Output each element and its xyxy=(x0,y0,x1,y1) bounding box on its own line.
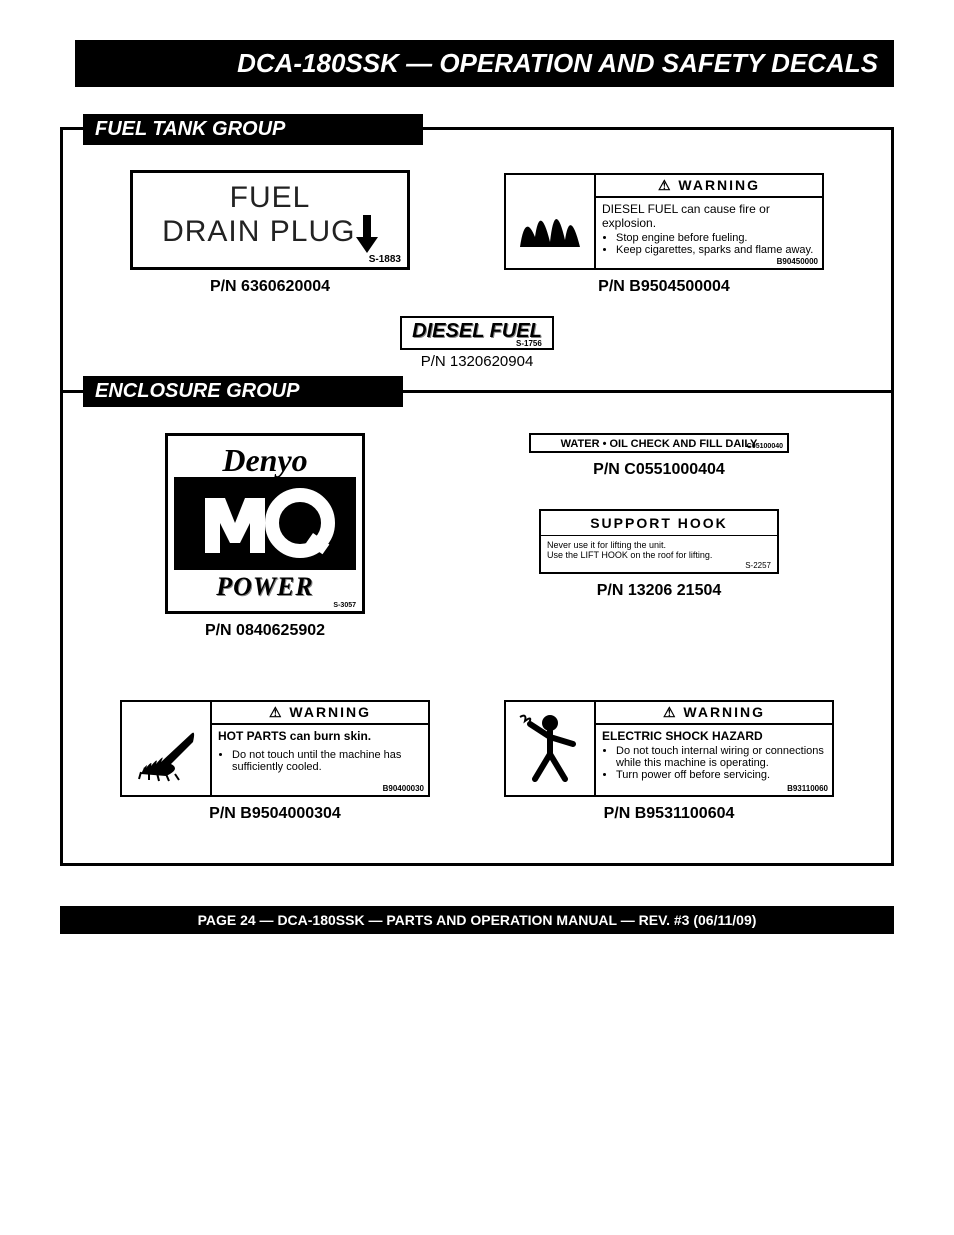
diesel-warn-b2: Keep cigarettes, sparks and flame away. xyxy=(616,244,816,256)
shock-warn-lead: ELECTRIC SHOCK HAZARD xyxy=(602,729,826,743)
support-hook-sn: S-2257 xyxy=(745,561,771,570)
decal-fuel-drain: FUEL DRAIN PLUG S-1883 P/N 6360620004 xyxy=(130,170,410,296)
hot-warn-code: B90400030 xyxy=(383,784,424,793)
hot-warn-header: WARNING xyxy=(289,704,371,720)
shock-warn-code: B93110060 xyxy=(787,784,828,793)
shock-warn-b1: Do not touch internal wiring or connecti… xyxy=(616,745,826,769)
mq-logo-icon xyxy=(174,477,356,570)
denyo-power: Power xyxy=(174,572,356,602)
decal-shock-warning: ⚠ WARNING ELECTRIC SHOCK HAZARD Do not t… xyxy=(504,700,834,823)
water-oil-text: WATER • OIL CHECK AND FILL DAILY xyxy=(561,438,758,450)
hot-warn-b1: Do not touch until the machine has suffi… xyxy=(232,749,422,773)
support-hook-pn: P/N 13206 21504 xyxy=(539,582,779,600)
support-hook-b1: Never use it for lifting the unit. xyxy=(547,540,771,550)
denyo-brand: Denyo xyxy=(174,442,356,479)
water-oil-sn: C05100040 xyxy=(747,443,783,450)
fuel-drain-line1: FUEL xyxy=(139,181,401,215)
group-label-enclosure: ENCLOSURE GROUP xyxy=(83,376,403,407)
flame-icon xyxy=(506,175,596,268)
alert-icon: ⚠ xyxy=(663,704,678,720)
hot-warn-pn: P/N B9504000304 xyxy=(120,805,430,823)
decal-diesel-fuel: DIESEL FUEL S-1756 P/N 1320620904 xyxy=(83,316,871,370)
water-oil-pn: P/N C0551000404 xyxy=(529,461,789,479)
decal-diesel-warning: ⚠ WARNING DIESEL FUEL can cause fire or … xyxy=(504,173,824,296)
group-label-fuel: FUEL TANK GROUP xyxy=(83,114,423,145)
denyo-pn: P/N 0840625902 xyxy=(165,622,365,640)
diesel-warn-code: B90450000 xyxy=(777,257,818,266)
decal-support-hook: SUPPORT HOOK Never use it for lifting th… xyxy=(539,509,779,600)
support-hook-b2: Use the LIFT HOOK on the roof for liftin… xyxy=(547,550,771,560)
fuel-drain-line2: DRAIN PLUG xyxy=(162,215,355,249)
page-title-bar: DCA-180SSK — OPERATION AND SAFETY DECALS xyxy=(75,40,894,87)
diesel-fuel-pn: P/N 1320620904 xyxy=(83,353,871,370)
shock-warn-pn: P/N B9531100604 xyxy=(504,805,834,823)
page-footer: PAGE 24 — DCA-180SSK — PARTS AND OPERATI… xyxy=(60,906,894,934)
diesel-warn-b1: Stop engine before fueling. xyxy=(616,232,816,244)
diesel-warn-lead: DIESEL FUEL can cause fire or explosion. xyxy=(602,202,816,230)
shock-person-icon xyxy=(506,702,596,795)
shock-warn-b2: Turn power off before servicing. xyxy=(616,769,826,781)
alert-icon: ⚠ xyxy=(658,177,673,193)
arrow-down-icon xyxy=(356,215,378,258)
hot-hand-icon xyxy=(122,702,212,795)
diesel-warn-pn: P/N B9504500004 xyxy=(504,278,824,296)
hot-warn-lead: HOT PARTS can burn skin. xyxy=(218,729,422,743)
diesel-warn-header: WARNING xyxy=(678,177,760,193)
shock-warn-header: WARNING xyxy=(683,704,765,720)
fuel-drain-pn: P/N 6360620004 xyxy=(130,278,410,296)
main-frame: FUEL TANK GROUP FUEL DRAIN PLUG S-1883 P… xyxy=(60,127,894,866)
alert-icon: ⚠ xyxy=(269,704,284,720)
decal-denyo: Denyo Power S-3057 P/N 0840625902 xyxy=(165,433,365,640)
decal-hot-warning: ⚠ WARNING HOT PARTS can burn skin. Do no… xyxy=(120,700,430,823)
support-hook-title: SUPPORT HOOK xyxy=(541,511,777,536)
decal-water-oil: WATER • OIL CHECK AND FILL DAILY C051000… xyxy=(529,433,789,479)
denyo-sn: S-3057 xyxy=(174,602,356,609)
section-divider: ENCLOSURE GROUP xyxy=(63,390,891,393)
